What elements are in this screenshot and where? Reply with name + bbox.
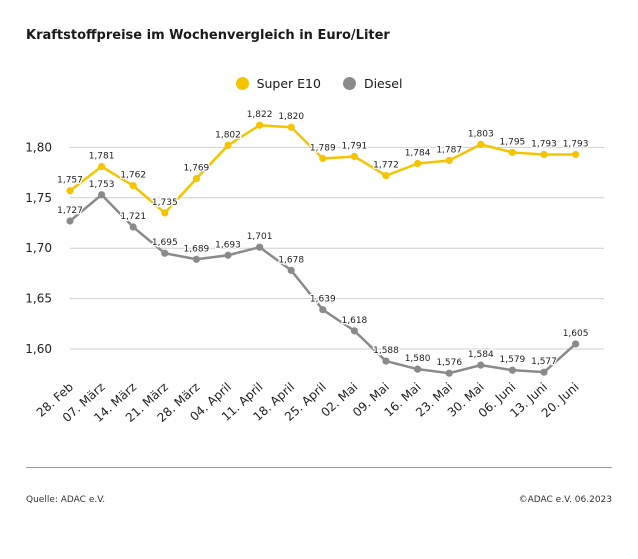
data-point-super	[382, 172, 390, 180]
data-label-diesel: 1,753	[89, 180, 115, 190]
data-point-super	[477, 140, 485, 148]
data-point-super	[540, 150, 548, 159]
y-tick-label: 1,60	[25, 342, 52, 356]
legend-swatch-super	[235, 77, 249, 90]
data-point-diesel	[477, 361, 485, 369]
data-point-super	[256, 121, 264, 129]
data-point-diesel	[319, 306, 327, 314]
data-label-diesel: 1,727	[57, 206, 83, 216]
data-point-super	[192, 175, 200, 183]
data-label-diesel: 1,576	[436, 358, 462, 368]
data-label-super: 1,757	[57, 176, 83, 186]
y-tick-label: 1,65	[25, 292, 52, 306]
legend-item-diesel: Diesel	[342, 76, 403, 91]
data-point-super	[129, 182, 137, 190]
data-point-diesel	[350, 327, 358, 335]
data-label-super: 1,820	[278, 112, 304, 122]
data-label-super: 1,795	[500, 137, 526, 147]
y-tick-label: 1,70	[25, 241, 52, 255]
chart-title: Kraftstoffpreise im Wochenvergleich in E…	[26, 28, 390, 43]
data-label-diesel: 1,689	[184, 244, 210, 254]
data-label-super: 1,784	[405, 149, 431, 159]
data-point-diesel	[224, 251, 232, 259]
y-tick-label: 1,80	[25, 140, 52, 154]
y-tick-label: 1,75	[25, 191, 52, 205]
data-label-diesel: 1,639	[310, 295, 336, 305]
copyright-note: ©ADAC e.V. 06.2023	[518, 495, 612, 505]
data-point-super	[319, 154, 327, 163]
data-label-diesel: 1,695	[152, 238, 178, 248]
data-label-diesel: 1,605	[563, 329, 589, 339]
data-label-super: 1,787	[436, 146, 462, 156]
data-point-diesel	[414, 365, 422, 373]
data-point-diesel	[192, 255, 200, 263]
data-point-diesel	[382, 357, 390, 365]
data-label-super: 1,772	[373, 161, 399, 171]
data-point-diesel	[572, 340, 580, 348]
data-label-super: 1,803	[468, 129, 494, 139]
data-point-diesel	[287, 266, 295, 274]
data-label-super: 1,822	[247, 110, 273, 120]
data-point-super	[161, 209, 169, 217]
data-label-super: 1,789	[310, 143, 336, 153]
data-point-diesel	[161, 249, 169, 257]
data-label-diesel: 1,701	[247, 232, 273, 242]
data-label-super: 1,781	[89, 152, 115, 162]
data-label-super: 1,769	[184, 164, 210, 174]
data-label-diesel: 1,618	[342, 316, 368, 326]
data-point-diesel	[445, 369, 453, 377]
data-label-super: 1,793	[563, 139, 589, 149]
data-point-diesel	[540, 368, 548, 376]
data-label-super: 1,762	[120, 171, 146, 181]
data-label-super: 1,791	[342, 141, 368, 151]
data-point-diesel	[129, 223, 137, 231]
data-point-super	[66, 187, 74, 195]
data-point-diesel	[256, 243, 264, 251]
data-label-diesel: 1,693	[215, 240, 241, 250]
legend-label-diesel: Diesel	[363, 76, 403, 91]
data-label-super: 1,735	[152, 198, 178, 208]
source-note: Quelle: ADAC e.V.	[26, 495, 106, 505]
data-label-diesel: 1,577	[531, 357, 557, 367]
data-point-super	[287, 123, 295, 131]
data-point-super	[414, 159, 422, 168]
data-label-super: 1,793	[531, 139, 557, 149]
legend-swatch-diesel	[342, 77, 356, 90]
data-label-super: 1,802	[215, 130, 241, 140]
data-point-super	[445, 156, 453, 165]
data-point-super	[350, 152, 358, 161]
data-point-diesel	[98, 191, 106, 199]
legend-item-super: Super E10	[235, 76, 321, 91]
legend: Super E10 Diesel	[0, 76, 638, 93]
data-label-diesel: 1,580	[405, 354, 431, 364]
data-label-diesel: 1,721	[120, 212, 146, 222]
footer-divider	[26, 467, 612, 468]
data-label-diesel: 1,678	[278, 255, 304, 265]
data-point-super	[508, 148, 516, 157]
legend-label-super: Super E10	[256, 76, 321, 91]
data-point-super	[572, 150, 580, 159]
data-point-diesel	[508, 366, 516, 374]
data-point-super	[98, 162, 106, 171]
data-label-diesel: 1,588	[373, 346, 399, 356]
data-point-super	[224, 141, 232, 149]
data-point-diesel	[66, 217, 74, 225]
data-label-diesel: 1,584	[468, 350, 494, 360]
data-label-diesel: 1,579	[500, 355, 526, 365]
